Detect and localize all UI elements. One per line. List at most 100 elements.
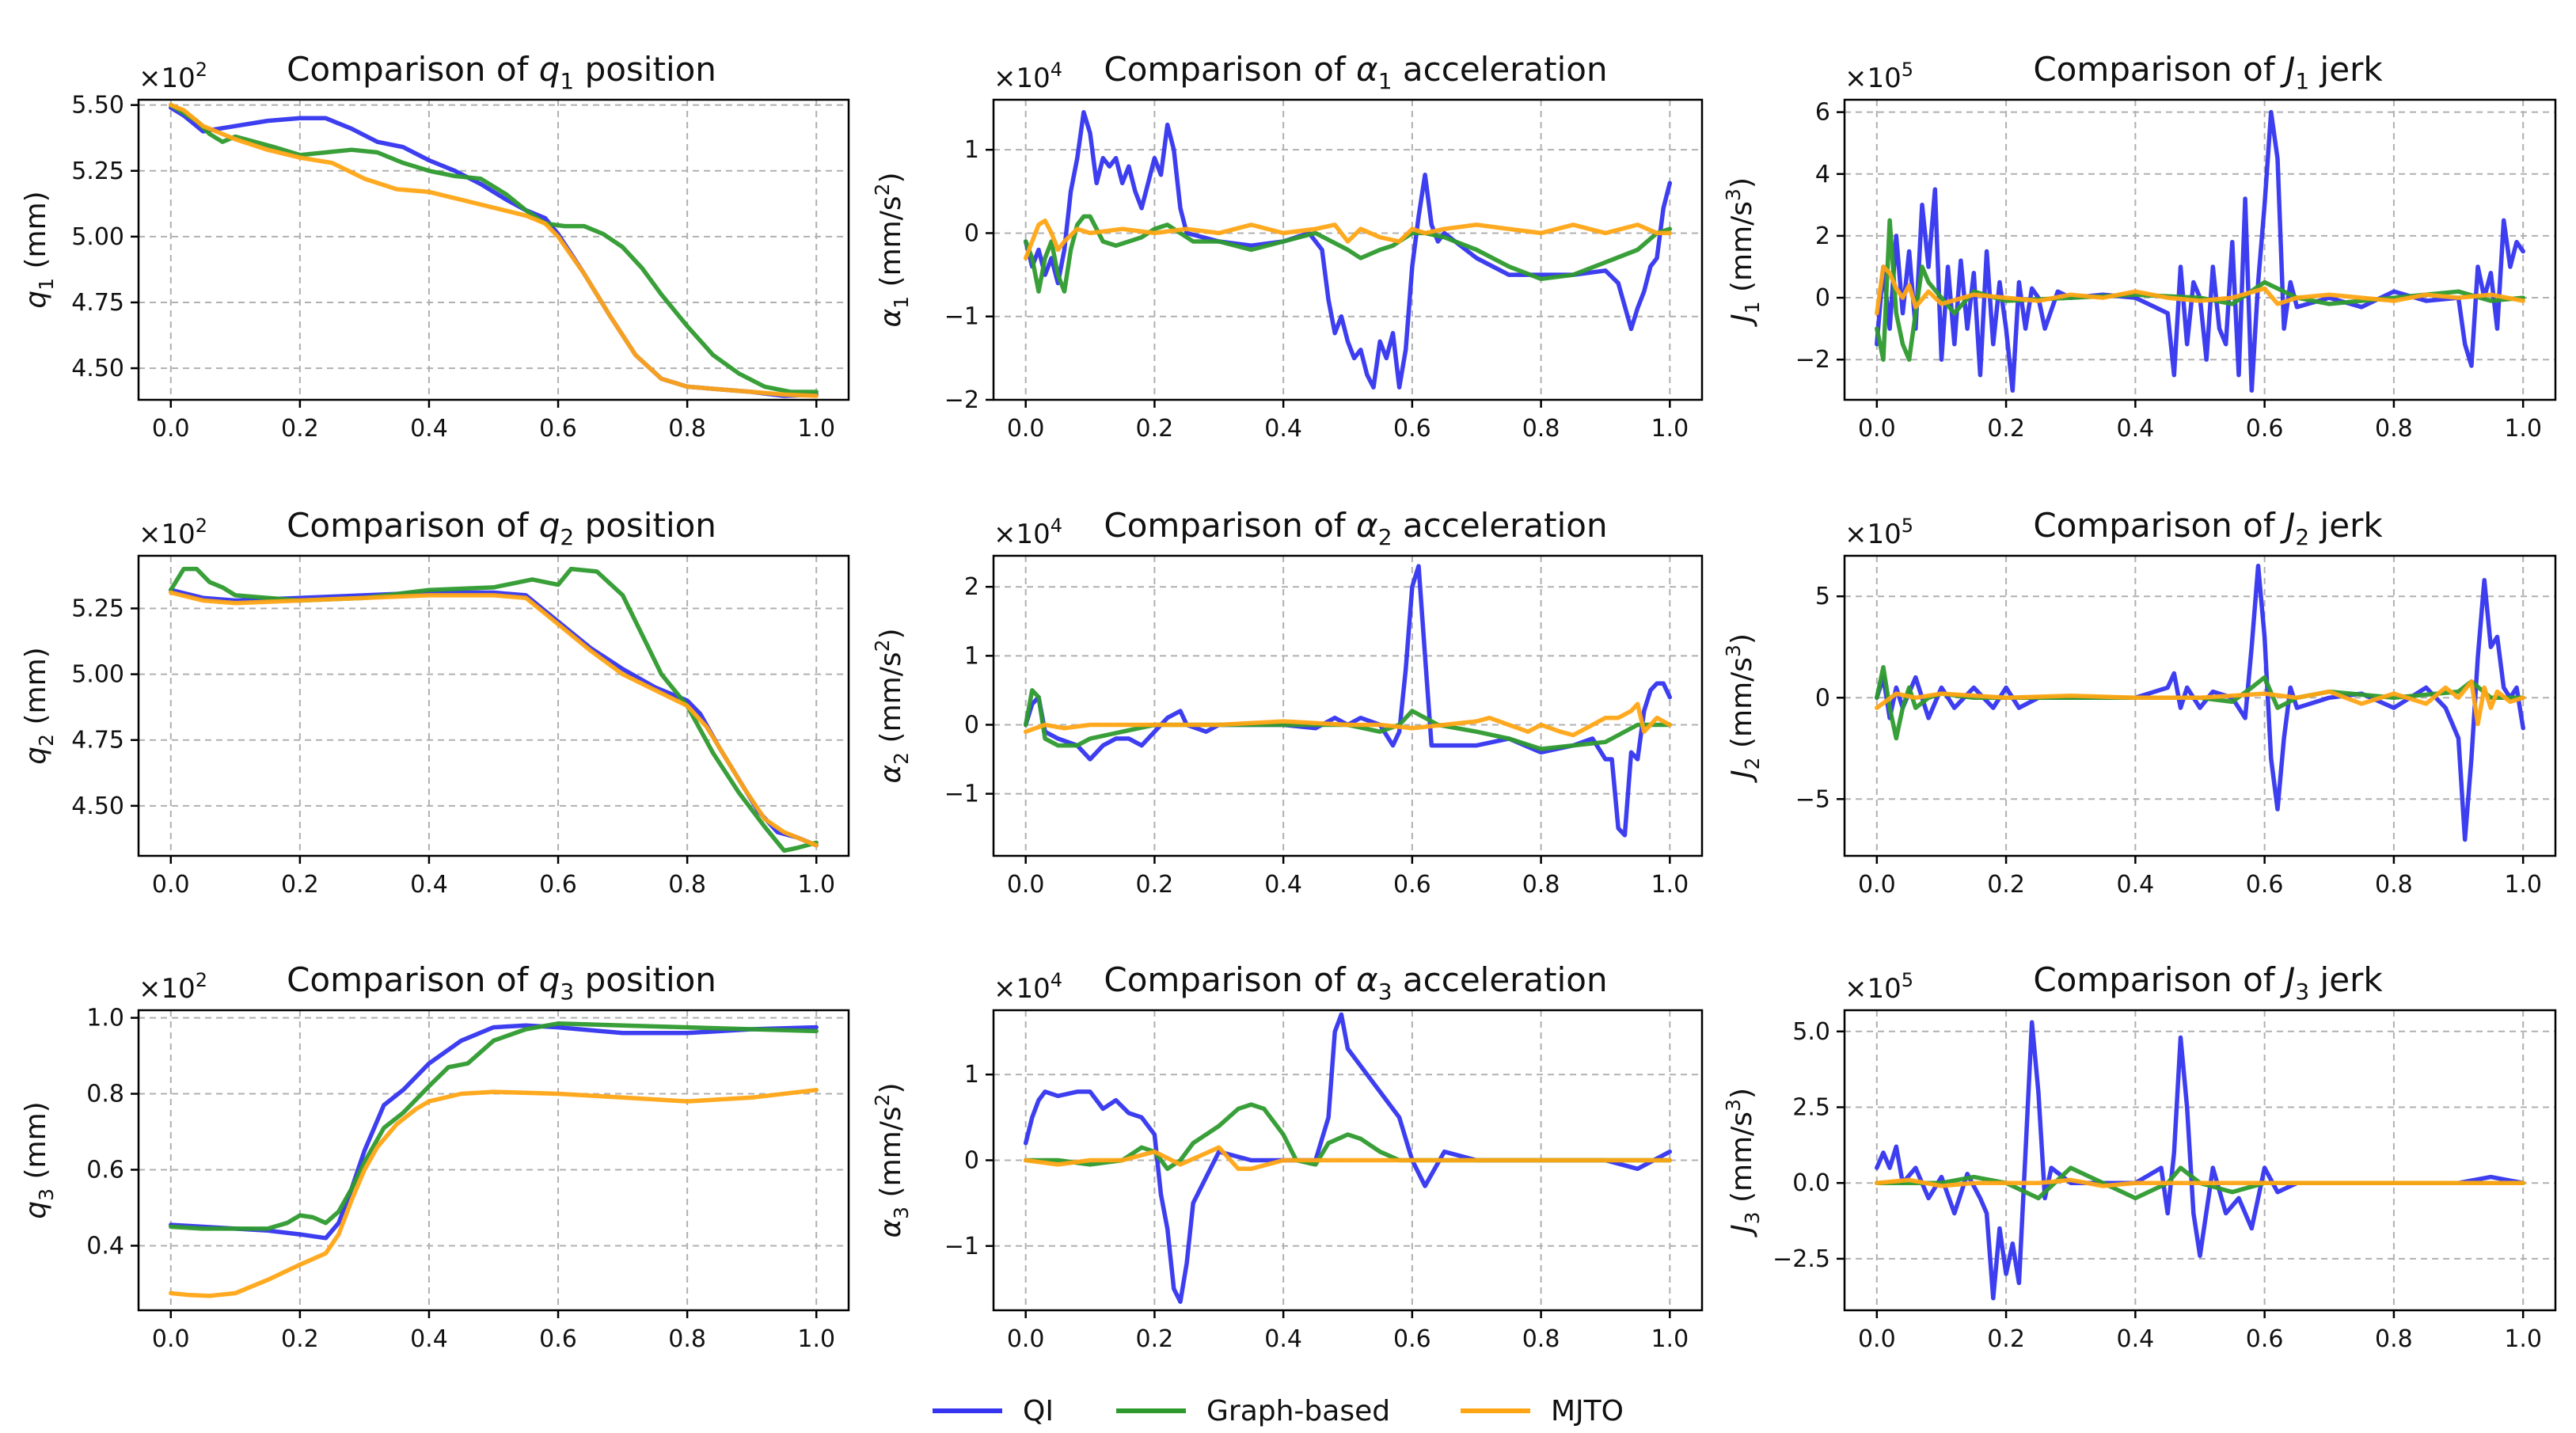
y-tick-label: 0 — [1815, 284, 1830, 312]
y-tick-label: 1 — [964, 642, 979, 670]
subplot-title: Comparison of J1 jerk — [2033, 50, 2383, 94]
legend-item-mjto: MJTO — [1461, 1395, 1624, 1427]
series-line-graph-based — [1023, 214, 1673, 294]
y-tick-label: 4.50 — [71, 793, 124, 820]
x-tick-label: 0.2 — [281, 1325, 319, 1353]
subplot-7: 0.0 0.2 0.4 0.6 0.8 1.0 0.4 0.6 0.8 1.0 ×102 Compar… — [20, 960, 850, 1353]
y-tick-label: −5 — [1795, 785, 1830, 813]
legend-label: QI — [1023, 1395, 1054, 1427]
legend-item-qi: QI — [933, 1395, 1054, 1427]
axis-multiplier: ×104 — [994, 515, 1062, 550]
x-tick-label: 0.8 — [1522, 415, 1560, 443]
legend: QI Graph-based MJTO — [933, 1395, 1624, 1427]
series-group — [1875, 109, 2525, 393]
series-group — [169, 102, 819, 398]
x-tick-label: 0.8 — [668, 415, 706, 443]
series-line-graph-based — [169, 1021, 819, 1231]
y-axis-label: α1 (mm/s2) — [871, 172, 913, 327]
x-tick-label: 0.4 — [410, 1325, 448, 1353]
x-tick-label: 1.0 — [2504, 871, 2542, 899]
axis-multiplier: ×105 — [1845, 59, 1913, 94]
x-tick-label: 1.0 — [1651, 415, 1689, 443]
subplot-3: 0.0 0.2 0.4 0.6 0.8 1.0 −2 0 2 4 6 ×105 Comparison o… — [1722, 50, 2557, 443]
legend-label: Graph-based — [1206, 1395, 1390, 1427]
x-tick-label: 0.6 — [2246, 415, 2284, 443]
y-tick-label: 0.4 — [86, 1232, 124, 1260]
series-group — [1023, 1012, 1673, 1304]
axes-frame — [137, 1009, 850, 1312]
subplot-8: 0.0 0.2 0.4 0.6 0.8 1.0 −1 0 1 ×104 Comparison of … — [871, 960, 1704, 1353]
subplot-1: 0.0 0.2 0.4 0.6 0.8 1.0 4.50 4.75 5.00 5.25 5.50 ×1… — [20, 50, 850, 443]
x-tick-label: 0.0 — [1007, 871, 1045, 899]
y-tick-label: 5 — [1815, 583, 1830, 610]
y-tick-label: 4 — [1815, 161, 1830, 188]
series-group — [1023, 110, 1673, 390]
x-tick-label: 1.0 — [2504, 1325, 2542, 1353]
x-tick-label: 0.4 — [410, 871, 448, 899]
y-tick-label: 1.0 — [86, 1005, 124, 1032]
grid — [139, 556, 849, 856]
y-axis-label: q2 (mm) — [20, 647, 58, 764]
subplot-title: Comparison of α1 acceleration — [1104, 50, 1607, 94]
axis-multiplier: ×102 — [139, 515, 207, 550]
axis-multiplier: ×105 — [1845, 969, 1913, 1005]
x-tick-label: 0.2 — [1136, 1325, 1174, 1353]
series-line-qi — [1875, 564, 2525, 842]
x-tick-label: 0.2 — [1136, 415, 1174, 443]
x-tick-label: 0.4 — [2117, 1325, 2155, 1353]
subplot-title: Comparison of q2 position — [287, 506, 716, 550]
legend-label: MJTO — [1551, 1395, 1624, 1427]
grid — [994, 556, 1702, 856]
x-tick-label: 0.2 — [1987, 1325, 2025, 1353]
y-tick-label: −1 — [944, 303, 979, 331]
x-tick-label: 0.4 — [1264, 871, 1302, 899]
series-group — [1875, 564, 2525, 842]
x-tick-label: 0.0 — [152, 1325, 190, 1353]
axes-frame — [992, 98, 1704, 401]
y-tick-label: 5.25 — [71, 595, 124, 622]
series-line-mjto — [169, 1087, 819, 1298]
x-tick-label: 1.0 — [2504, 415, 2542, 443]
x-tick-label: 0.0 — [1858, 415, 1896, 443]
series-line-mjto — [1023, 218, 1673, 260]
y-tick-label: −2 — [944, 386, 979, 414]
legend-item-graph-based: Graph-based — [1116, 1395, 1390, 1427]
axes-frame — [137, 98, 850, 401]
y-tick-label: 0 — [1815, 684, 1830, 712]
series-line-mjto — [169, 590, 819, 848]
x-tick-label: 0.6 — [539, 1325, 577, 1353]
subplot-title: Comparison of q1 position — [287, 50, 716, 94]
axis-multiplier: ×102 — [139, 59, 207, 94]
x-tick-label: 0.0 — [152, 415, 190, 443]
y-tick-label: −2.5 — [1772, 1245, 1830, 1273]
x-tick-label: 0.0 — [1858, 1325, 1896, 1353]
y-tick-label: 5.0 — [1792, 1018, 1830, 1046]
y-tick-label: 6 — [1815, 99, 1830, 127]
y-axis-label: q1 (mm) — [20, 191, 58, 308]
x-tick-label: 1.0 — [797, 1325, 835, 1353]
series-line-qi — [169, 1023, 819, 1241]
x-tick-label: 1.0 — [1651, 871, 1689, 899]
series-line-graph-based — [1023, 688, 1673, 751]
y-tick-label: 0.0 — [1792, 1169, 1830, 1197]
x-tick-label: 0.4 — [2117, 871, 2155, 899]
series-line-qi — [1023, 564, 1673, 838]
x-tick-label: 0.4 — [410, 415, 448, 443]
y-tick-label: 4.75 — [71, 289, 124, 317]
x-tick-label: 0.6 — [2246, 871, 2284, 899]
series-line-mjto — [1875, 679, 2525, 727]
y-axis-label: α3 (mm/s2) — [871, 1082, 913, 1237]
series-line-mjto — [1023, 1145, 1673, 1172]
series-line-qi — [1875, 109, 2525, 393]
x-tick-label: 0.2 — [1987, 415, 2025, 443]
series-line-mjto — [1875, 1177, 2525, 1188]
x-tick-label: 0.6 — [1393, 1325, 1431, 1353]
axis-multiplier: ×102 — [139, 969, 207, 1005]
subplot-title: Comparison of J2 jerk — [2033, 506, 2383, 550]
y-tick-label: 5.00 — [71, 661, 124, 689]
x-tick-label: 0.8 — [1522, 1325, 1560, 1353]
subplot-title: Comparison of J3 jerk — [2033, 960, 2383, 1005]
series-group — [169, 566, 819, 853]
x-tick-label: 0.8 — [668, 1325, 706, 1353]
x-tick-label: 0.0 — [152, 871, 190, 899]
